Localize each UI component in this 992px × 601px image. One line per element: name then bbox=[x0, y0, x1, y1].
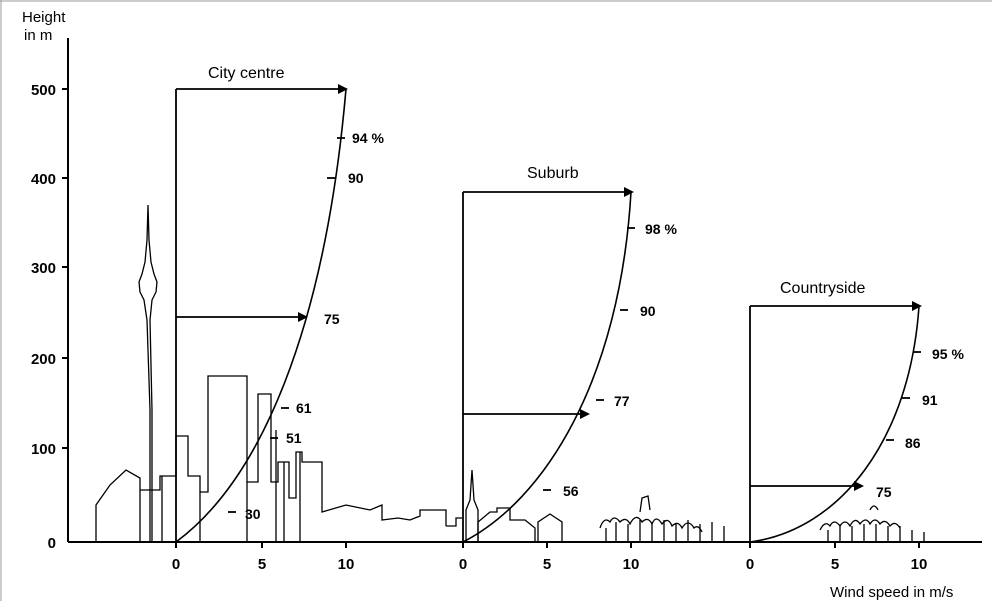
percent-label: 90 bbox=[348, 170, 364, 186]
percent-label: 86 bbox=[905, 435, 921, 451]
percent-label: 91 bbox=[922, 392, 938, 408]
countryside-arrowhead bbox=[912, 301, 922, 311]
city-percent-labels: 94 % 90 75 61 51 30 bbox=[228, 130, 384, 522]
x-ticks-countryside: 0 5 10 bbox=[746, 542, 928, 573]
y-tick-label: 400 bbox=[31, 171, 56, 188]
suburb-percent-labels: 98 % 90 77 56 bbox=[543, 221, 677, 499]
y-tick-label: 100 bbox=[31, 441, 56, 458]
x-tick-label: 10 bbox=[911, 556, 928, 573]
suburb-arrowhead bbox=[624, 187, 634, 197]
city-reference-arrowhead bbox=[298, 312, 308, 322]
x-tick-label: 5 bbox=[258, 556, 266, 573]
countryside-wind-profile-curve bbox=[749, 305, 920, 543]
x-tick-label: 0 bbox=[172, 556, 180, 573]
suburb-church bbox=[465, 469, 479, 542]
suburb-wind-profile-curve bbox=[462, 191, 632, 543]
percent-label: 94 % bbox=[352, 130, 384, 146]
y-axis-label-line2: in m bbox=[24, 27, 52, 44]
x-tick-label: 10 bbox=[623, 556, 640, 573]
city-wind-profile-curve bbox=[175, 88, 347, 543]
city-skyline bbox=[95, 204, 447, 542]
suburb-reference-arrowhead bbox=[580, 409, 590, 419]
x-axis-label: Wind speed in m/s bbox=[830, 584, 953, 601]
y-tick-label: 0 bbox=[48, 535, 56, 552]
countryside-percent-labels: 95 % 91 86 75 bbox=[876, 346, 964, 500]
x-tick-label: 0 bbox=[459, 556, 467, 573]
suburb-title: Suburb bbox=[527, 165, 579, 182]
y-axis-label-line1: Height bbox=[22, 9, 66, 26]
percent-label: 75 bbox=[324, 311, 340, 327]
city-arrowhead bbox=[338, 84, 348, 94]
percent-label: 95 % bbox=[932, 346, 964, 362]
percent-label: 51 bbox=[286, 430, 302, 446]
percent-label: 61 bbox=[296, 400, 312, 416]
percent-label: 56 bbox=[563, 483, 579, 499]
percent-label: 30 bbox=[245, 506, 261, 522]
countryside-title: Countryside bbox=[780, 280, 865, 297]
trees-cluster bbox=[599, 495, 925, 542]
x-tick-label: 5 bbox=[831, 556, 839, 573]
suburb-skyline bbox=[446, 469, 563, 542]
tower-silhouette bbox=[138, 204, 158, 542]
percent-label: 77 bbox=[614, 393, 630, 409]
city-centre-title: City centre bbox=[208, 65, 285, 82]
percent-label: 90 bbox=[640, 303, 656, 319]
percent-label: 98 % bbox=[645, 221, 677, 237]
city-low-buildings bbox=[161, 430, 301, 542]
x-tick-label: 0 bbox=[746, 556, 754, 573]
y-tick-label: 200 bbox=[31, 351, 56, 368]
percent-label: 75 bbox=[876, 484, 892, 500]
countryside-reference-arrowhead bbox=[854, 481, 864, 491]
y-tick-label: 500 bbox=[31, 82, 56, 99]
x-tick-label: 5 bbox=[543, 556, 551, 573]
x-tick-label: 10 bbox=[338, 556, 355, 573]
y-tick-label: 300 bbox=[31, 260, 56, 277]
city-buildings bbox=[95, 375, 447, 542]
suburb-houses bbox=[446, 507, 563, 542]
x-ticks-suburb: 0 5 10 bbox=[459, 542, 640, 573]
x-ticks-city: 0 5 10 bbox=[172, 542, 355, 573]
